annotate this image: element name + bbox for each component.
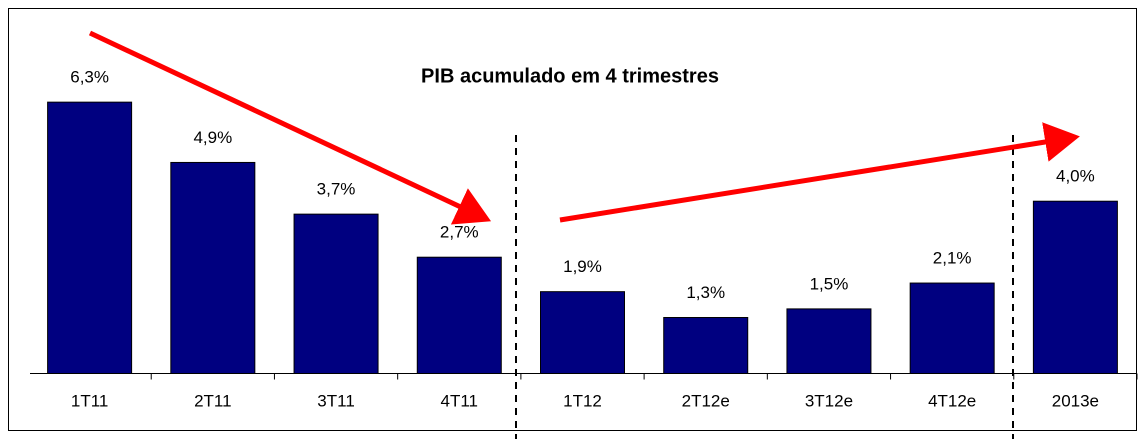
x-tick-label: 1T11 bbox=[71, 391, 109, 410]
bar bbox=[293, 213, 379, 374]
x-tick-label: 3T11 bbox=[317, 391, 355, 410]
bar bbox=[1032, 200, 1118, 374]
x-tick-label: 2013e bbox=[1052, 391, 1099, 410]
bar bbox=[416, 256, 502, 375]
x-tick-label: 2T12e bbox=[682, 391, 730, 410]
bar bbox=[786, 308, 872, 374]
bar bbox=[909, 282, 995, 374]
x-tick-label: 3T12e bbox=[805, 391, 853, 410]
x-tick-label: 4T11 bbox=[441, 391, 479, 410]
trend-arrow bbox=[559, 122, 1080, 223]
bar bbox=[663, 317, 749, 374]
trend-arrow bbox=[88, 30, 492, 225]
value-label: 4,9% bbox=[193, 128, 232, 147]
value-label: 1,9% bbox=[563, 257, 602, 276]
value-label: 6,3% bbox=[70, 68, 109, 87]
value-label: 2,1% bbox=[933, 249, 972, 268]
value-label: 2,7% bbox=[440, 223, 479, 242]
x-tick-label: 2T11 bbox=[194, 391, 232, 410]
value-label: 1,5% bbox=[810, 274, 849, 293]
x-tick-label: 4T12e bbox=[928, 391, 976, 410]
chart-title: PIB acumulado em 4 trimestres bbox=[421, 65, 719, 87]
bar bbox=[47, 101, 133, 375]
bar bbox=[540, 291, 625, 374]
bars: 1T11 6,3% 2T11 4,9% 3T11 3,7% 4T11 2,7% 1T12 1,9%… bbox=[47, 68, 1138, 410]
value-label: 1,3% bbox=[686, 283, 725, 302]
value-label: 3,7% bbox=[317, 180, 356, 199]
value-label: 4,0% bbox=[1056, 167, 1095, 186]
chart-border bbox=[8, 8, 1137, 431]
x-tick-label: 1T12 bbox=[563, 391, 602, 410]
bar bbox=[170, 161, 256, 374]
